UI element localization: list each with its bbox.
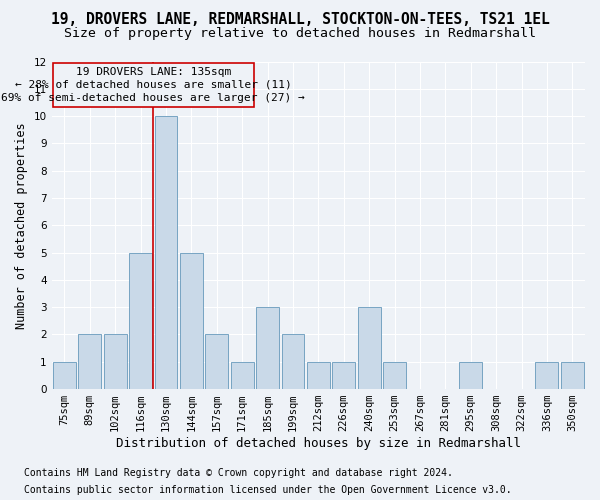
Bar [561, 362, 584, 389]
Bar [383, 362, 406, 389]
Bar [104, 334, 127, 389]
Bar [231, 362, 254, 389]
Bar [307, 362, 330, 389]
Y-axis label: Number of detached properties: Number of detached properties [15, 122, 28, 328]
Text: ← 28% of detached houses are smaller (11): ← 28% of detached houses are smaller (11… [15, 80, 292, 90]
Bar [332, 362, 355, 389]
FancyBboxPatch shape [53, 63, 254, 106]
Bar [53, 362, 76, 389]
Bar [205, 334, 228, 389]
Text: Contains public sector information licensed under the Open Government Licence v3: Contains public sector information licen… [24, 485, 512, 495]
X-axis label: Distribution of detached houses by size in Redmarshall: Distribution of detached houses by size … [116, 437, 521, 450]
Bar [180, 252, 203, 389]
Text: Size of property relative to detached houses in Redmarshall: Size of property relative to detached ho… [64, 28, 536, 40]
Bar [79, 334, 101, 389]
Bar [155, 116, 178, 389]
Bar [256, 307, 279, 389]
Bar [129, 252, 152, 389]
Text: Contains HM Land Registry data © Crown copyright and database right 2024.: Contains HM Land Registry data © Crown c… [24, 468, 453, 477]
Text: 69% of semi-detached houses are larger (27) →: 69% of semi-detached houses are larger (… [1, 94, 305, 104]
Bar [358, 307, 380, 389]
Text: 19, DROVERS LANE, REDMARSHALL, STOCKTON-ON-TEES, TS21 1EL: 19, DROVERS LANE, REDMARSHALL, STOCKTON-… [50, 12, 550, 28]
Text: 19 DROVERS LANE: 135sqm: 19 DROVERS LANE: 135sqm [76, 68, 231, 78]
Bar [535, 362, 559, 389]
Bar [281, 334, 304, 389]
Bar [459, 362, 482, 389]
